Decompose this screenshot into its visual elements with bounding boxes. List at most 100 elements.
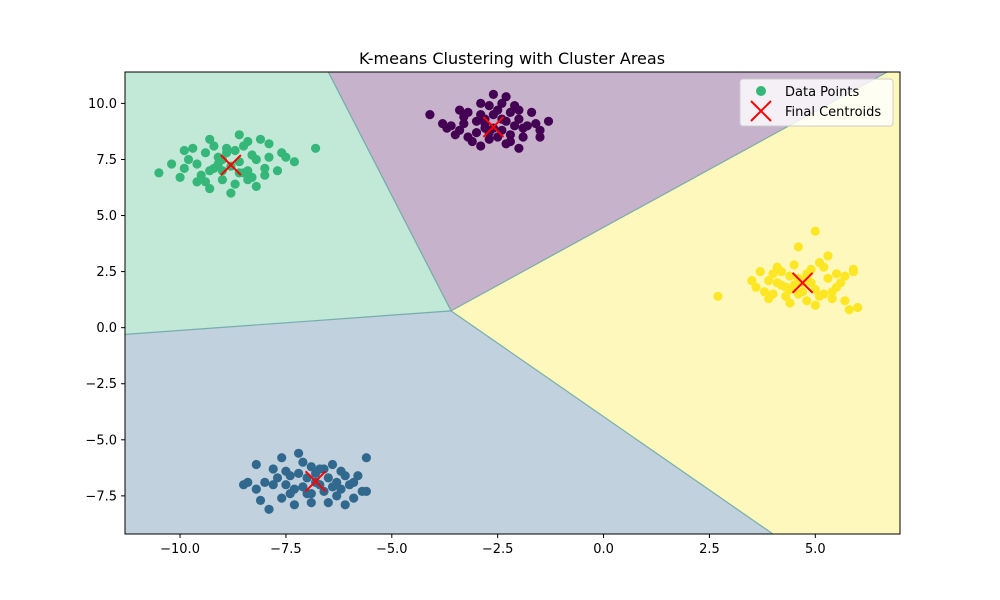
data-point [243,166,253,176]
centroid-marker [482,116,505,138]
data-point [336,466,346,476]
boundary-blue-yellow [450,310,774,534]
data-point [205,184,215,194]
data-point [289,157,299,167]
data-point [209,141,219,151]
data-point [455,105,465,115]
data-point [179,163,189,173]
data-point [823,251,833,261]
data-point [281,480,291,490]
legend-label-data-points: Data Points [785,85,859,100]
data-point [239,141,249,151]
data-point [459,112,469,122]
data-point [264,504,274,514]
centroid-marker [791,272,814,294]
data-point [476,98,486,108]
data-points [154,89,863,514]
data-point [751,282,761,292]
data-point [289,500,299,510]
data-point [188,143,198,153]
data-point [272,473,283,483]
data-point [361,486,371,496]
data-point [340,500,350,510]
data-point [306,498,316,508]
data-point [425,110,435,120]
centroid-marker [304,470,327,493]
data-point [230,179,240,189]
data-point [764,276,774,286]
data-point [819,262,829,272]
data-point [251,181,261,191]
legend-data-points-marker [756,86,766,96]
data-point [281,466,291,476]
data-point [531,119,541,129]
x-tick-label: 2.5 [699,542,720,557]
data-point [514,143,524,153]
data-point [154,168,164,178]
data-point [332,491,342,501]
legend-label-final-centroids: Final Centroids [785,105,881,120]
data-point [535,125,545,135]
data-point [823,273,833,283]
data-point [810,284,820,295]
data-point [785,298,795,308]
data-point [759,287,770,297]
data-point [230,145,240,156]
x-tick-label: 0.0 [593,542,614,557]
data-point [488,89,498,99]
y-tick-label: −2.5 [85,377,117,392]
data-point [281,152,291,162]
boundary-green-purple [327,72,452,312]
data-point [349,493,359,503]
data-point [793,242,804,252]
centroid-marker [220,154,242,176]
data-point [255,495,266,505]
data-point [306,489,316,499]
legend: Data Points Final Centroids [739,78,894,127]
data-point [234,130,244,140]
data-point [264,139,274,149]
data-point [264,152,274,162]
data-point [848,264,859,274]
data-point [179,145,189,156]
data-point [827,287,837,297]
data-point [205,134,215,144]
boundary-green-blue [125,310,452,335]
data-point [471,128,482,138]
data-point [311,143,321,153]
data-point [768,269,778,279]
data-point [514,114,524,124]
data-point [196,170,206,180]
data-point [344,480,355,490]
data-point [810,226,820,236]
y-tick-label: 0.0 [96,321,117,336]
data-point [488,110,498,120]
data-point [836,278,846,288]
data-point [543,116,554,126]
data-point [192,159,202,169]
data-point [789,260,799,270]
data-point [747,276,757,286]
x-axis: −10.0 −7.5 −5.0 −2.5 0.0 2.5 5.0 [160,534,826,557]
data-point [183,154,194,165]
data-point [272,166,283,176]
data-point [285,489,295,499]
legend-centroid-x [750,100,772,122]
data-point [217,154,227,165]
data-point [268,480,278,490]
x-tick-label: −2.5 [482,542,514,557]
data-point [484,134,494,144]
data-point [306,462,316,472]
data-point [361,453,371,463]
data-point [167,159,177,169]
x-tick-label: −10.0 [160,542,200,557]
data-point [535,132,545,142]
region-purple-base [328,72,900,311]
data-point [260,170,270,180]
data-point [277,453,287,463]
data-point [802,296,812,306]
data-point [175,172,185,182]
data-point [298,482,308,492]
data-point [840,296,850,306]
